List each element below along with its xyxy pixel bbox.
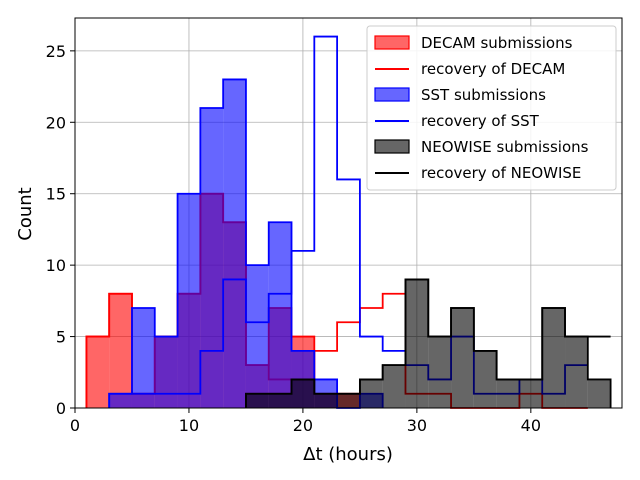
legend-label: NEOWISE submissions (421, 138, 589, 156)
bar (291, 379, 315, 408)
bar (314, 393, 338, 408)
bar (154, 336, 178, 408)
bar (86, 336, 110, 408)
bar (542, 308, 566, 408)
x-tick-label: 0 (70, 416, 80, 435)
legend-label: DECAM submissions (421, 34, 573, 52)
x-tick-label: 30 (407, 416, 427, 435)
bar (565, 336, 588, 408)
y-tick-label: 20 (46, 113, 66, 132)
y-tick-label: 15 (46, 185, 66, 204)
bar (382, 365, 406, 408)
bar (473, 350, 497, 408)
y-tick-label: 5 (56, 328, 66, 347)
bar (428, 336, 452, 408)
legend-item-decam-submissions: DECAM submissions (374, 34, 573, 52)
bar (451, 308, 474, 408)
legend-item-recovery-of-neowise: recovery of NEOWISE (375, 164, 581, 182)
y-tick-label: 25 (46, 42, 66, 61)
legend-label: recovery of NEOWISE (421, 164, 581, 182)
bar (496, 379, 520, 408)
x-tick-label: 10 (179, 416, 199, 435)
axes-frame (74, 17, 623, 409)
bar (519, 379, 543, 408)
series-recovery-of-neowise (245, 278, 611, 408)
x-axis-label: Δt (hours) (303, 444, 393, 465)
series-sst-submissions (108, 78, 384, 409)
legend-item-recovery-of-sst: recovery of SST (375, 112, 540, 130)
legend-item-recovery-of-decam: recovery of DECAM (375, 60, 565, 78)
y-tick-label: 10 (46, 256, 66, 275)
bar (245, 393, 269, 408)
bar (268, 393, 292, 408)
bar (177, 193, 201, 408)
legend-label: recovery of DECAM (421, 60, 565, 78)
x-tick-label: 20 (293, 416, 313, 435)
bar (109, 393, 132, 408)
legend-item-sst-submissions: SST submissions (374, 86, 546, 104)
legend-item-neowise-submissions: NEOWISE submissions (374, 138, 589, 156)
y-tick-label: 0 (56, 399, 66, 418)
legend-label: SST submissions (421, 86, 546, 104)
bar (268, 222, 292, 408)
plot-frame (74, 17, 623, 409)
y-axis-label: Count (15, 187, 36, 240)
bar (223, 79, 246, 408)
bar (337, 393, 360, 408)
bar (131, 308, 155, 408)
legend-swatch (374, 87, 410, 102)
bar (200, 108, 224, 408)
series-neowise-submissions (245, 278, 612, 408)
histogram-bars (85, 35, 612, 409)
bar (245, 265, 269, 408)
bar (109, 293, 132, 408)
x-axis-label-unit: (hours) (323, 444, 393, 465)
x-tick-label: 40 (521, 416, 541, 435)
bar (359, 379, 383, 408)
x-axis-label-math: Δt (303, 444, 322, 465)
bar (405, 279, 429, 408)
legend-label: recovery of SST (421, 112, 540, 130)
legend-swatch (374, 35, 410, 50)
legend-box (366, 25, 617, 191)
bar (587, 379, 611, 408)
legend: DECAM submissions recovery of DECAM SST su… (366, 25, 617, 191)
step-line (245, 278, 611, 408)
legend-swatch (374, 139, 410, 154)
tick-marks: 0 10 20 30 40 0 5 10 15 20 25 (46, 42, 541, 435)
